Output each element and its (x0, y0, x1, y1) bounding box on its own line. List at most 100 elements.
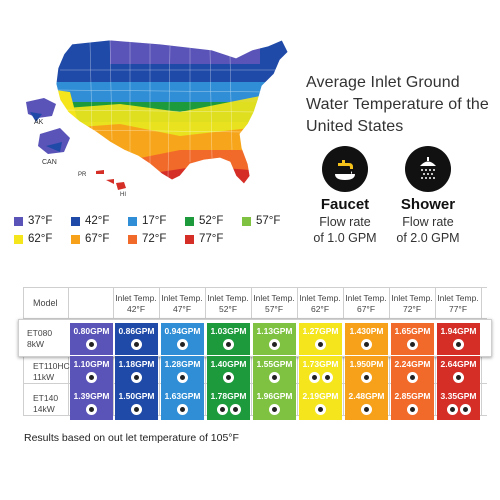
legend-label: 62°F (28, 233, 53, 245)
fixture-icon (131, 339, 142, 350)
faucet-icon (322, 146, 368, 192)
fixture-icons (345, 372, 388, 383)
legend-item: 52°F (185, 215, 242, 227)
flow-rate-value: 0.94GPM (164, 326, 201, 336)
fixture-icon (446, 404, 458, 415)
faucet-flow-label: Flow rate (319, 215, 371, 229)
flow-rate-cell: 1.78GPM (207, 388, 250, 420)
legend-item: 62°F (14, 233, 71, 245)
fixture-icon (459, 404, 471, 415)
legend-label: 37°F (28, 215, 53, 227)
flow-rate-cell: 1.18GPM (115, 356, 158, 388)
fixture-icon (453, 339, 464, 350)
fixture-icons (161, 339, 204, 350)
flow-rate-cell: 1.65GPM (391, 323, 434, 355)
legend-label: 42°F (85, 215, 110, 227)
flow-rate-value: 1.40GPM (210, 359, 247, 369)
legend-label: 17°F (142, 215, 167, 227)
flow-rate-value: 0.86GPM (118, 326, 155, 336)
flow-rate-cell: 1.73GPM (299, 356, 342, 388)
shower-flow-label: Flow rate (402, 215, 454, 229)
fixture-icon (131, 404, 142, 415)
legend-label: 77°F (199, 233, 224, 245)
legend-swatch (14, 234, 23, 244)
legend-row-2: 62°F 67°F 72°F 77°F (14, 230, 304, 248)
column-header: Inlet Temp. 72°F (389, 293, 435, 315)
fixture-icon (361, 339, 372, 350)
model-label: ET110HC 11kW (33, 361, 70, 383)
column-header-label: Inlet Temp. (391, 293, 433, 303)
flow-rate-value: 1.03GPM (210, 326, 247, 336)
fixture-icons (391, 372, 434, 383)
flow-rate-cell: 1.950PM (345, 356, 388, 388)
legend-item: 67°F (71, 233, 128, 245)
flow-rate-value: 1.27GPM (302, 326, 339, 336)
flow-rate-cell: 1.03GPM (207, 323, 250, 355)
legend-swatch (185, 216, 194, 226)
footnote: Results based on out let temperature of … (24, 432, 239, 444)
column-header-temp: 72°F (402, 304, 422, 314)
flow-rate-value: 3.35GPM (440, 391, 477, 401)
map-label-hi: HI (120, 192, 126, 198)
column-header: Inlet Temp. 62°F (297, 293, 343, 315)
column-header: Inlet Temp. 57°F (251, 293, 297, 315)
column-header-temp: 52°F (218, 304, 238, 314)
fixture-icon (177, 372, 188, 383)
fixture-icons (70, 372, 113, 383)
map-label-pr: PR (78, 172, 87, 178)
puerto-rico-shape (96, 170, 104, 174)
legend-swatch (185, 234, 194, 244)
flow-rate-value: 1.78GPM (210, 391, 247, 401)
fixture-icon (361, 404, 372, 415)
fixture-icon (269, 339, 280, 350)
legend-label: 72°F (142, 233, 167, 245)
flow-rate-cell: 1.28GPM (161, 356, 204, 388)
fixture-icon (269, 404, 280, 415)
flow-rate-cell: 2.64GPM (437, 356, 480, 388)
column-header-label: Inlet Temp. (299, 293, 341, 303)
column-header-temp: 47°F (172, 304, 192, 314)
fixture-icon (177, 404, 188, 415)
grid-line (23, 318, 487, 319)
fixture-icon (86, 404, 97, 415)
flow-rate-value: 2.85GPM (394, 391, 431, 401)
page-title: Average Inlet Ground Water Temperature o… (306, 74, 489, 135)
fixture-icons (161, 404, 204, 415)
fixture-icon (216, 404, 228, 415)
flow-rate-value: 0.80GPM (73, 326, 110, 336)
flow-rate-cell: 0.86GPM (115, 323, 158, 355)
fixture-icon (177, 339, 188, 350)
flow-rate-cell: 1.40GPM (207, 356, 250, 388)
flow-rate-value: 2.64GPM (440, 359, 477, 369)
flow-rate-value: 2.19GPM (302, 391, 339, 401)
model-name: ET110HC (33, 361, 70, 371)
shower-label: Shower (400, 196, 456, 213)
column-header: Inlet Temp. 47°F (159, 293, 205, 315)
model-name: ET140 (33, 393, 59, 403)
legend-swatch (242, 216, 251, 226)
flow-rate-value: 1.50GPM (118, 391, 155, 401)
fixture-icon (131, 372, 142, 383)
fixture-icons (115, 372, 158, 383)
map-label-can: CAN (42, 159, 57, 166)
column-header: Inlet Temp. 42°F (113, 293, 159, 315)
column-header-label: Inlet Temp. (161, 293, 203, 303)
legend-swatch (14, 216, 23, 226)
flow-rate-value: 1.950PM (349, 359, 384, 369)
legend-item: 72°F (128, 233, 185, 245)
column-header-label: Inlet Temp. (253, 293, 295, 303)
fixture-icons (115, 339, 158, 350)
column-header-label: Inlet Temp. (437, 293, 479, 303)
fixture-icons (299, 372, 342, 383)
fixture-icons (161, 372, 204, 383)
legend-item: 17°F (128, 215, 185, 227)
flow-rate-value: 1.28GPM (164, 359, 201, 369)
temperature-legend: 37°F 42°F 17°F 52°F 57°F 62°F 67°F 72°F … (14, 212, 304, 248)
model-label: ET140 14kW (33, 393, 58, 415)
fixture-icons (345, 339, 388, 350)
legend-item: 42°F (71, 215, 128, 227)
fixture-icon (269, 372, 280, 383)
legend-item: 57°F (242, 215, 299, 227)
fixture-icons (299, 404, 342, 415)
flow-rate-cell: 2.48GPM (345, 388, 388, 420)
